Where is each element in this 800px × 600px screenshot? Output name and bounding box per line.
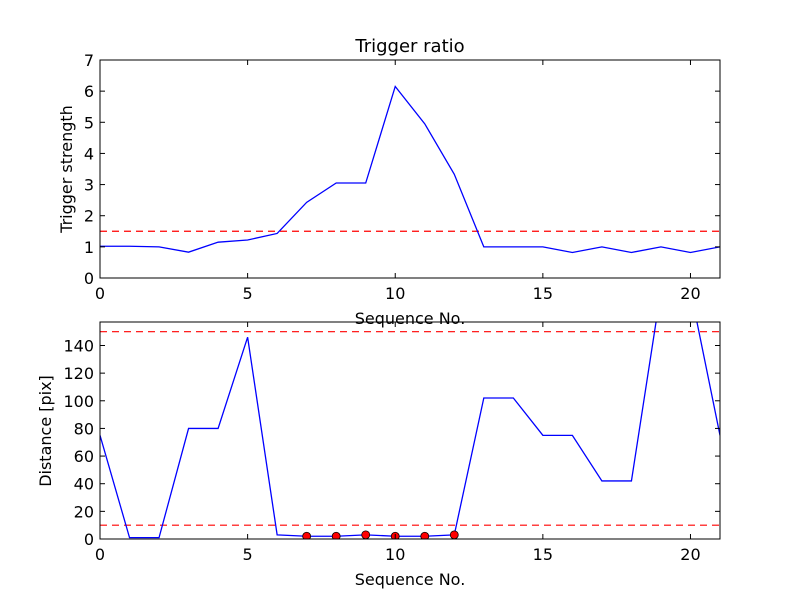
y-axis-label: Trigger strength — [57, 105, 76, 234]
data-point-marker — [449, 530, 459, 539]
y-tick-label: 100 — [63, 392, 94, 411]
x-tick-label: 0 — [95, 284, 105, 303]
y-tick-label: 1 — [84, 238, 94, 257]
trigger-ratio-chart: Trigger ratio 0 5 10 15 20 0 1 2 3 4 5 6 7 Sequence … — [57, 36, 721, 328]
y-tick-label: 0 — [84, 269, 94, 288]
y-tick-label: 140 — [63, 336, 94, 355]
y-tick-label: 120 — [63, 364, 94, 383]
y-tick-label: 6 — [84, 82, 94, 101]
y-tick-label: 4 — [84, 144, 94, 163]
y-tick-label: 60 — [74, 447, 94, 466]
data-point-marker — [361, 530, 371, 539]
data-point-marker — [302, 531, 312, 539]
x-tick-label: 20 — [680, 284, 700, 303]
x-axis-label: Sequence No. — [355, 309, 466, 328]
x-tick-label: 15 — [533, 284, 553, 303]
series-line — [100, 85, 720, 254]
x-tick-label: 0 — [95, 545, 105, 564]
y-axis-label: Distance [pix] — [36, 375, 55, 487]
y-tick-label: 80 — [74, 419, 94, 438]
y-tick-label: 20 — [74, 502, 94, 521]
x-axis-label: Sequence No. — [355, 570, 466, 589]
x-tick-label: 5 — [243, 284, 253, 303]
y-tick-label: 5 — [84, 113, 94, 132]
y-tick-label: 3 — [84, 176, 94, 195]
data-point-marker — [420, 531, 430, 539]
x-tick-label: 20 — [680, 545, 700, 564]
y-tick-label: 7 — [84, 51, 94, 70]
plot-frame — [99, 59, 721, 279]
y-tick-label: 40 — [74, 475, 94, 494]
x-tick-label: 10 — [385, 284, 405, 303]
data-point-marker — [331, 531, 341, 539]
chart-title: Trigger ratio — [354, 36, 464, 57]
x-tick-label: 10 — [385, 545, 405, 564]
y-tick-label: 0 — [84, 530, 94, 549]
x-tick-label: 15 — [533, 545, 553, 564]
plot-frame — [99, 321, 721, 540]
y-tick-label: 2 — [84, 207, 94, 226]
series-line — [100, 322, 720, 539]
x-tick-label: 5 — [243, 545, 253, 564]
